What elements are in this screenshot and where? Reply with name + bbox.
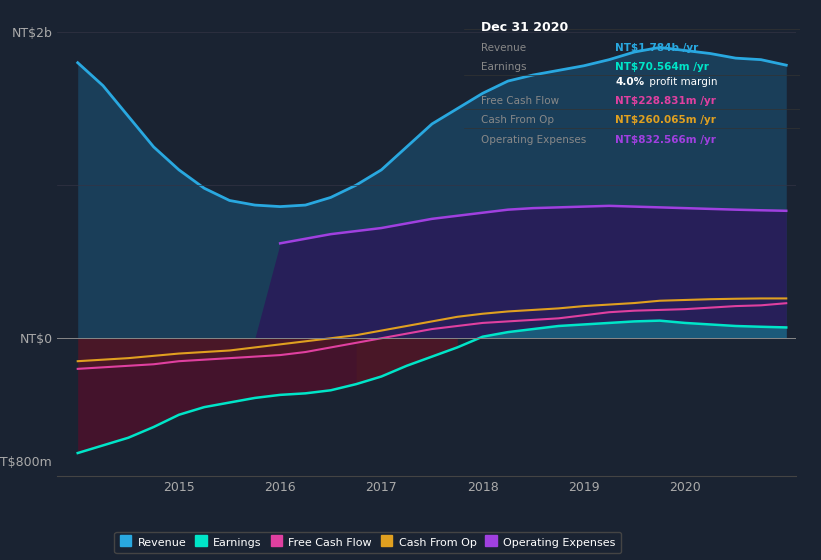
Text: Dec 31 2020: Dec 31 2020	[481, 21, 568, 34]
Text: Operating Expenses: Operating Expenses	[481, 135, 586, 145]
Text: NT$1.784b /yr: NT$1.784b /yr	[616, 43, 699, 53]
Text: Revenue: Revenue	[481, 43, 525, 53]
Text: 4.0%: 4.0%	[616, 77, 644, 87]
Text: Earnings: Earnings	[481, 62, 526, 72]
Text: profit margin: profit margin	[645, 77, 717, 87]
Legend: Revenue, Earnings, Free Cash Flow, Cash From Op, Operating Expenses: Revenue, Earnings, Free Cash Flow, Cash …	[114, 532, 621, 553]
Text: NT$832.566m /yr: NT$832.566m /yr	[616, 135, 716, 145]
Text: Free Cash Flow: Free Cash Flow	[481, 96, 559, 106]
Text: NT$228.831m /yr: NT$228.831m /yr	[616, 96, 716, 106]
Text: Cash From Op: Cash From Op	[481, 115, 553, 124]
Text: NT$70.564m /yr: NT$70.564m /yr	[616, 62, 709, 72]
Text: NT$260.065m /yr: NT$260.065m /yr	[616, 115, 716, 124]
